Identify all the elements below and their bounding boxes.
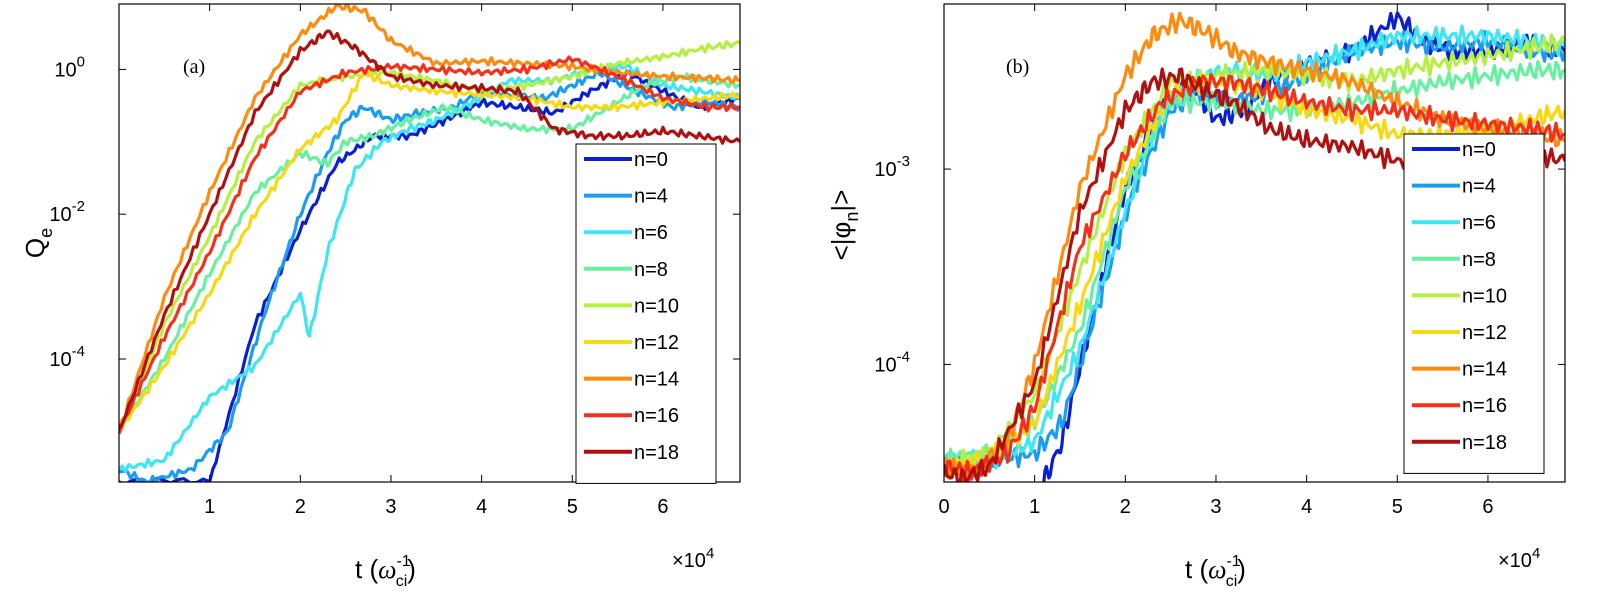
x-axis-label-b: t (ω-1 ci) — [1185, 553, 1246, 590]
legend-entry-label: n=10 — [634, 295, 679, 317]
y-tick-label: 10-3 — [874, 153, 910, 181]
x-tick-label: 2 — [1120, 496, 1131, 518]
y-tick-label: 10-4 — [49, 343, 85, 371]
legend-entry-label: n=0 — [634, 149, 668, 171]
y-tick-label: 10-4 — [874, 348, 910, 376]
legend-entry-label: n=6 — [634, 222, 668, 244]
legend-entry-label: n=16 — [634, 405, 679, 427]
legend-entry-label: n=18 — [1462, 432, 1507, 454]
legend-entry-label: n=12 — [634, 332, 679, 354]
tick-layer-a: 1 2 3 4 5 6 100 10-2 10-4 — [49, 4, 740, 518]
x-tick-label: 3 — [1210, 496, 1221, 518]
series-line-n16 — [119, 55, 740, 435]
x-tick-label: 5 — [1392, 496, 1403, 518]
x-tick-label: 0 — [938, 496, 949, 518]
x-tick-label: 6 — [1482, 496, 1493, 518]
plot-frame-a — [118, 3, 741, 483]
series-line-n18 — [119, 29, 740, 430]
panel-b: 0 1 2 3 4 5 6 10-3 10-4 (b) t (ω-1 ci) ×104 <|φn|… — [826, 3, 1566, 590]
series-line-n16 — [944, 73, 1565, 482]
x-tick-label: 4 — [476, 496, 487, 518]
series-line-n10 — [119, 40, 740, 430]
legend-entry-label: n=0 — [1462, 139, 1496, 161]
x-tick-label: 1 — [1029, 496, 1040, 518]
y-tick-label: 10-2 — [49, 198, 85, 226]
legend-entry-label: n=4 — [634, 186, 668, 208]
x-tick-label: 2 — [295, 496, 306, 518]
tick-layer-b: 0 1 2 3 4 5 6 10-3 10-4 — [874, 4, 1565, 518]
legend-entry-label: n=8 — [634, 259, 668, 281]
x-tick-label: 4 — [1301, 496, 1312, 518]
x-tick-label: 6 — [657, 496, 668, 518]
legend-entry-label: n=12 — [1462, 322, 1507, 344]
series-line-n14 — [119, 4, 740, 432]
x-axis-label-a: t (ω-1 ci) — [355, 553, 416, 590]
x-tick-label: 5 — [567, 496, 578, 518]
x-tick-label: 1 — [204, 496, 215, 518]
series-line-n12 — [119, 71, 740, 434]
y-tick-label: 100 — [54, 53, 85, 81]
x-tick-label: 3 — [385, 496, 396, 518]
x-multiplier-a: ×104 — [672, 545, 714, 572]
panel-label-b: (b) — [1006, 56, 1029, 78]
legend-entry-label: n=4 — [1462, 176, 1496, 198]
series-line-n8 — [944, 60, 1565, 466]
legend-entry-label: n=6 — [1462, 212, 1496, 234]
legend-a: n=0 n=4 n=6 n=8 n=10 n=12 n=14 n=16 n=18 — [575, 143, 717, 484]
legend-entry-label: n=8 — [1462, 249, 1496, 271]
y-axis-label-b: <|φn|> — [826, 190, 862, 261]
series-line-n4 — [119, 68, 740, 482]
legend-box — [575, 143, 717, 484]
plot-frame-b — [943, 3, 1566, 483]
panel-label-a: (a) — [183, 56, 205, 78]
legend-b: n=0 n=4 n=6 n=8 n=10 n=12 n=14 n=16 n=18 — [1403, 133, 1545, 474]
y-axis-label-a: Qe — [20, 228, 56, 258]
series-line-n8 — [119, 72, 740, 433]
legend-entry-label: n=18 — [634, 442, 679, 464]
legend-entry-label: n=14 — [634, 369, 679, 391]
series-line-n6 — [119, 62, 740, 474]
series-layer-a — [119, 4, 740, 482]
legend-box — [1403, 133, 1545, 474]
legend-entry-label: n=14 — [1462, 359, 1507, 381]
legend-entry-label: n=16 — [1462, 395, 1507, 417]
series-line-n6 — [944, 24, 1565, 473]
legend-entry-label: n=10 — [1462, 285, 1507, 307]
x-multiplier-b: ×104 — [1498, 545, 1540, 572]
